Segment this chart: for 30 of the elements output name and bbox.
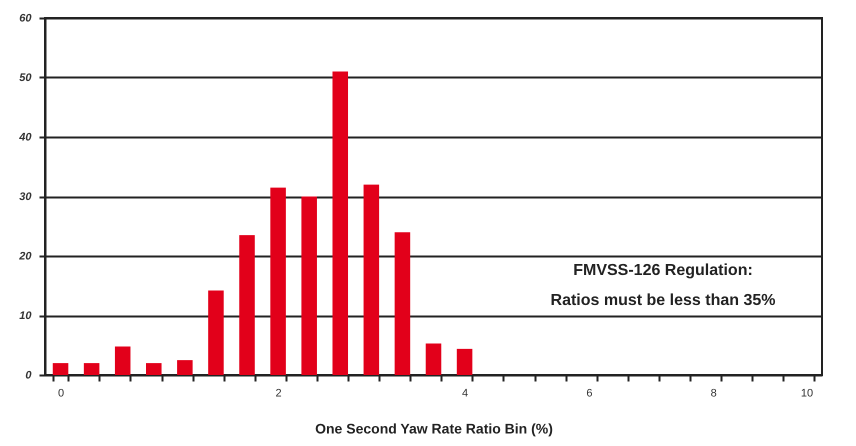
y-tick-label: 0	[25, 370, 32, 382]
bar	[208, 290, 224, 375]
y-tick-label: 30	[19, 191, 32, 203]
bar	[364, 184, 380, 375]
y-tick-label: 50	[19, 72, 32, 84]
x-tick-label: 4	[462, 388, 468, 400]
y-tick-label: 10	[19, 310, 32, 322]
x-tick-label: 2	[276, 388, 282, 400]
bar	[301, 196, 317, 375]
bar	[84, 363, 100, 375]
x-axis-title: One Second Yaw Rate Ratio Bin (%)	[315, 420, 553, 436]
y-tick-label: 40	[18, 132, 32, 144]
bar	[394, 232, 410, 375]
bar	[52, 363, 68, 375]
x-tick-label: 6	[586, 388, 592, 400]
bar	[177, 360, 193, 375]
x-tick-label: 0	[58, 388, 64, 400]
bar	[146, 363, 162, 375]
annotation: Ratios must be less than 35%	[550, 292, 776, 309]
x-tick-label: 10	[800, 388, 814, 400]
x-tick-label: 8	[710, 388, 717, 400]
bar	[332, 72, 348, 375]
bar	[426, 343, 442, 375]
bar	[239, 235, 255, 375]
bar	[270, 188, 286, 375]
bar	[114, 346, 130, 375]
y-tick-label: 20	[18, 250, 32, 262]
bar	[456, 348, 472, 375]
annotation: FMVSS-126 Regulation:	[573, 262, 753, 279]
y-tick-label: 60	[19, 12, 32, 24]
